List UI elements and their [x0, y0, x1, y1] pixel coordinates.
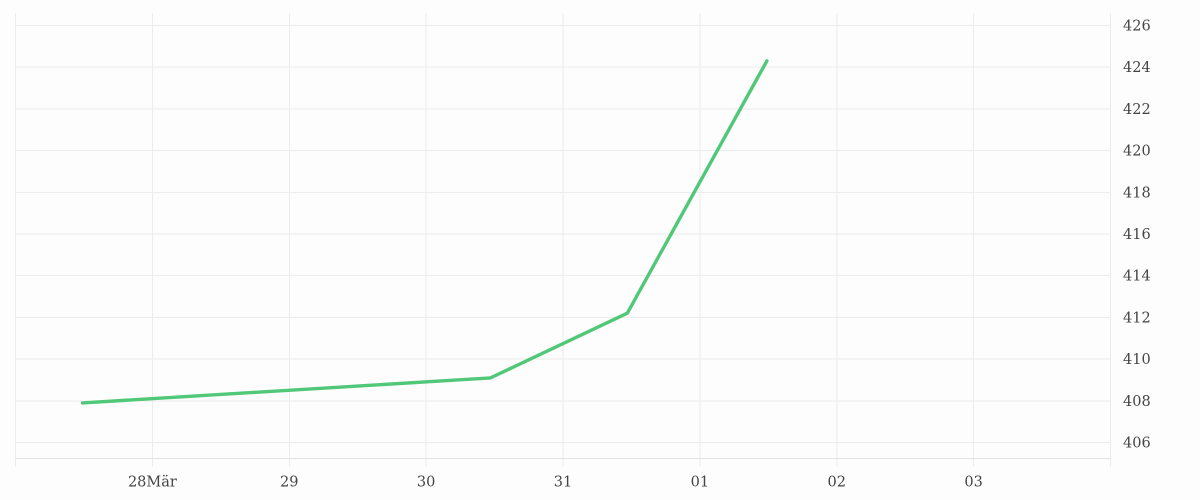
x-axis-tick-label: 01 — [691, 475, 709, 491]
y-axis-tick-label: 414 — [1123, 269, 1151, 285]
x-axis-tick-label: 02 — [828, 475, 846, 491]
y-axis-tick-label: 412 — [1123, 310, 1151, 326]
x-axis-tick-label: 29 — [280, 475, 298, 491]
x-axis-tick-label: 03 — [964, 475, 982, 491]
y-axis-tick-label: 422 — [1123, 102, 1151, 118]
y-axis-tick-label: 424 — [1123, 60, 1151, 76]
x-axis-tick-label: 31 — [554, 475, 572, 491]
x-axis-tick-label: 28Mär — [128, 475, 177, 491]
y-axis-tick-label: 408 — [1123, 394, 1151, 410]
y-axis-tick-label: 410 — [1123, 352, 1151, 368]
y-axis-tick-label: 416 — [1123, 227, 1151, 243]
y-axis-tick-label: 406 — [1123, 436, 1151, 452]
y-axis-tick-label: 420 — [1123, 144, 1151, 160]
price-line — [80, 59, 769, 405]
x-axis-tick-label: 30 — [417, 475, 435, 491]
y-axis-tick-label: 426 — [1123, 19, 1151, 35]
y-axis-tick-label: 418 — [1123, 185, 1151, 201]
